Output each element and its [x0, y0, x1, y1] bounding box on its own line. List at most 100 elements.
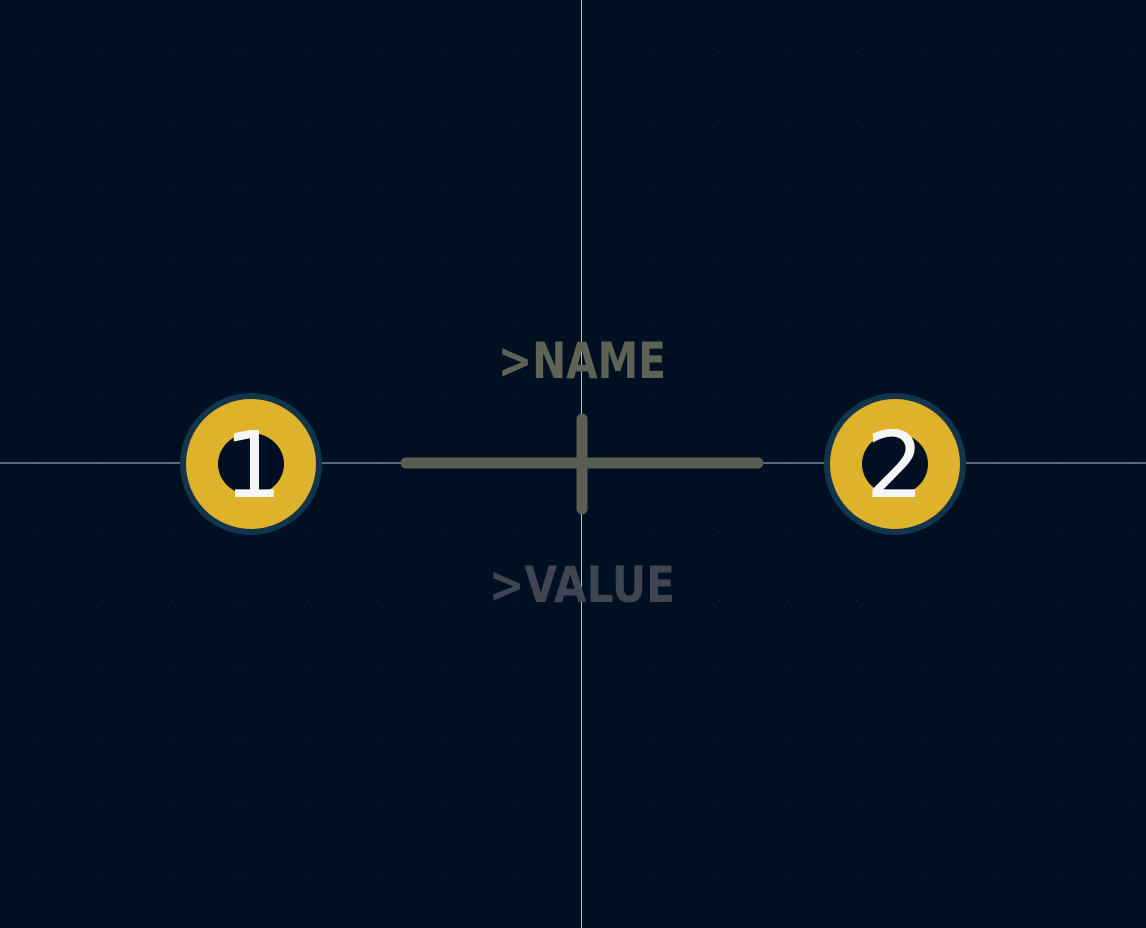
grid-dot	[582, 257, 583, 259]
grid-dot	[376, 257, 378, 259]
grid-dot	[856, 394, 857, 396]
grid-dot	[1130, 874, 1131, 875]
grid-dot	[171, 189, 172, 190]
name-label[interactable]: >NAME	[498, 332, 666, 390]
pad-1[interactable]: 1	[180, 393, 322, 535]
grid-dot	[993, 737, 994, 738]
grid-dot	[787, 874, 789, 875]
grid-dot	[924, 326, 926, 327]
grid-dot	[513, 326, 515, 327]
grid-dot	[376, 668, 378, 670]
grid-dot	[513, 394, 515, 396]
grid-dot	[102, 394, 104, 396]
grid-dot	[856, 531, 857, 533]
grid-dot	[993, 600, 994, 601]
grid-dot	[34, 120, 35, 122]
grid-dot	[719, 394, 720, 396]
grid-dot	[924, 120, 926, 122]
grid-dot	[513, 874, 515, 875]
grid-dot	[171, 600, 172, 601]
grid-dot	[582, 52, 583, 53]
grid-dot	[513, 52, 515, 53]
pad-1-drill-hole	[218, 433, 284, 495]
grid-dot	[650, 120, 652, 122]
grid-dot	[445, 600, 446, 601]
grid-dot	[856, 326, 857, 327]
grid-dot	[1130, 805, 1131, 807]
grid-dot	[445, 737, 446, 738]
grid-dot	[856, 600, 857, 601]
grid-dot	[719, 805, 720, 807]
grid-dot	[308, 189, 309, 190]
grid-dot	[308, 668, 309, 670]
grid-dot	[787, 600, 789, 601]
grid-dot	[513, 257, 515, 259]
grid-dot	[719, 531, 720, 533]
grid-dot	[376, 805, 378, 807]
grid-dot	[1061, 120, 1063, 122]
grid-dot	[102, 805, 104, 807]
grid-dot	[856, 257, 857, 259]
grid-dot	[719, 737, 720, 738]
grid-dot	[1130, 394, 1131, 396]
grid-dot	[1130, 668, 1131, 670]
grid-dot	[924, 531, 926, 533]
pad-2[interactable]: 2	[824, 393, 966, 535]
grid-dot	[102, 668, 104, 670]
cross-outline-icon[interactable]	[400, 413, 764, 515]
grid-dot	[993, 805, 994, 807]
grid-dot	[650, 874, 652, 875]
value-label[interactable]: >VALUE	[489, 556, 675, 614]
grid-dot	[376, 120, 378, 122]
grid-dot	[787, 257, 789, 259]
grid-dot	[171, 805, 172, 807]
grid-dot	[787, 531, 789, 533]
grid-dot	[1130, 52, 1131, 53]
grid-dot	[239, 326, 241, 327]
grid-dot	[34, 600, 35, 601]
grid-dot	[993, 189, 994, 190]
grid-dot	[34, 874, 35, 875]
grid-dot	[924, 874, 926, 875]
grid-dot	[34, 668, 35, 670]
grid-dot	[171, 668, 172, 670]
grid-dot	[993, 668, 994, 670]
grid-dot	[582, 805, 583, 807]
grid-dot	[239, 668, 241, 670]
grid-dot	[582, 394, 583, 396]
grid-dot	[239, 737, 241, 738]
grid-dot	[239, 189, 241, 190]
grid-dot	[650, 600, 652, 601]
grid-dot	[787, 668, 789, 670]
grid-dot	[1061, 326, 1063, 327]
grid-dot	[1061, 668, 1063, 670]
grid-dot	[856, 874, 857, 875]
grid-dot	[993, 52, 994, 53]
pad-2-drill-hole	[862, 433, 928, 495]
grid-dot	[856, 805, 857, 807]
grid-dot	[650, 394, 652, 396]
grid-dot	[719, 257, 720, 259]
grid-dot	[582, 326, 583, 327]
pad-2-number: 2	[866, 412, 925, 519]
grid-dot	[856, 737, 857, 738]
grid-dot	[34, 189, 35, 190]
grid-dot	[719, 874, 720, 875]
grid-dot	[171, 531, 172, 533]
grid-dot	[239, 600, 241, 601]
grid-dot	[1061, 531, 1063, 533]
grid-dot	[924, 600, 926, 601]
grid-dot	[171, 394, 172, 396]
grid-dot	[239, 120, 241, 122]
grid-dot	[445, 668, 446, 670]
grid-dot	[239, 874, 241, 875]
grid-dot	[376, 874, 378, 875]
grid-dot	[1061, 600, 1063, 601]
grid-dot	[993, 531, 994, 533]
grid-dot	[513, 531, 515, 533]
grid-dot	[650, 326, 652, 327]
grid-dot	[102, 600, 104, 601]
grid-dot	[239, 257, 241, 259]
